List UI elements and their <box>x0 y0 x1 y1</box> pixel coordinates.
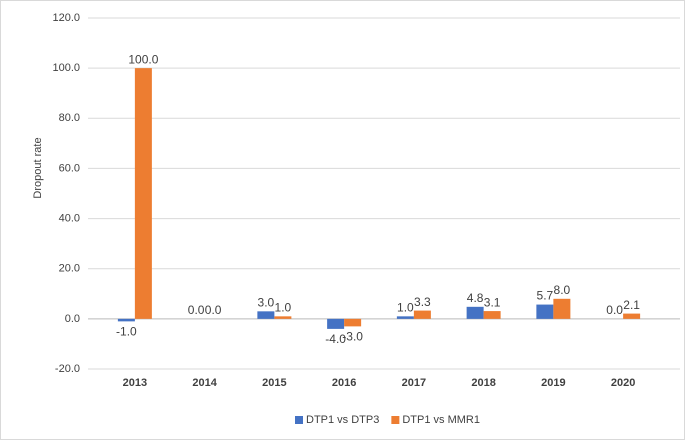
bar <box>623 313 641 319</box>
bar <box>536 304 554 319</box>
value-label: -4.0 <box>325 332 346 346</box>
legend-swatch <box>295 416 303 424</box>
value-label: 3.3 <box>414 295 431 309</box>
value-label: 3.0 <box>258 296 275 310</box>
value-label: 3.1 <box>484 295 501 309</box>
value-label: 1.0 <box>397 301 414 315</box>
x-tick-label: 2015 <box>262 377 286 389</box>
value-label: 0.0 <box>188 303 205 317</box>
legend-swatch <box>391 416 400 424</box>
value-label: 5.7 <box>537 289 554 303</box>
y-axis-title: Dropout rate <box>32 137 44 198</box>
bar <box>483 311 501 319</box>
value-label: 4.8 <box>467 291 484 305</box>
value-label: 2.1 <box>623 298 640 312</box>
bar <box>257 311 275 319</box>
bar <box>466 306 484 319</box>
value-label: 0.0 <box>606 303 623 317</box>
bar <box>327 318 345 329</box>
value-label: -1.0 <box>116 325 137 339</box>
bar <box>553 298 571 319</box>
bar <box>344 318 362 327</box>
bar <box>134 68 152 319</box>
x-tick-label: 2014 <box>192 377 217 389</box>
bar <box>274 316 292 319</box>
value-label: 8.0 <box>554 283 571 297</box>
bar <box>413 310 431 319</box>
x-tick-label: 2017 <box>402 377 426 389</box>
value-label: -3.0 <box>342 330 363 344</box>
y-tick-label: 100.0 <box>52 62 80 74</box>
y-tick-label: 0.0 <box>65 313 80 325</box>
x-tick-label: 2019 <box>541 377 565 389</box>
y-tick-label: 120.0 <box>52 12 80 24</box>
x-tick-label: 2013 <box>123 377 147 389</box>
x-tick-label: 2020 <box>611 377 635 389</box>
value-label: 0.0 <box>205 303 222 317</box>
y-tick-label: -20.0 <box>55 363 80 375</box>
value-label: 1.0 <box>275 301 292 315</box>
bar <box>117 318 135 322</box>
legend-label: DTP1 vs DTP3 <box>306 414 379 426</box>
y-tick-label: 20.0 <box>59 263 80 275</box>
bar <box>396 316 414 319</box>
x-tick-label: 2018 <box>471 377 495 389</box>
y-tick-label: 80.0 <box>59 112 80 124</box>
y-tick-label: 60.0 <box>59 162 80 174</box>
x-tick-label: 2016 <box>332 377 356 389</box>
value-label: 100.0 <box>128 52 158 66</box>
legend-label: DTP1 vs MMR1 <box>402 414 480 426</box>
y-tick-label: 40.0 <box>59 212 80 224</box>
